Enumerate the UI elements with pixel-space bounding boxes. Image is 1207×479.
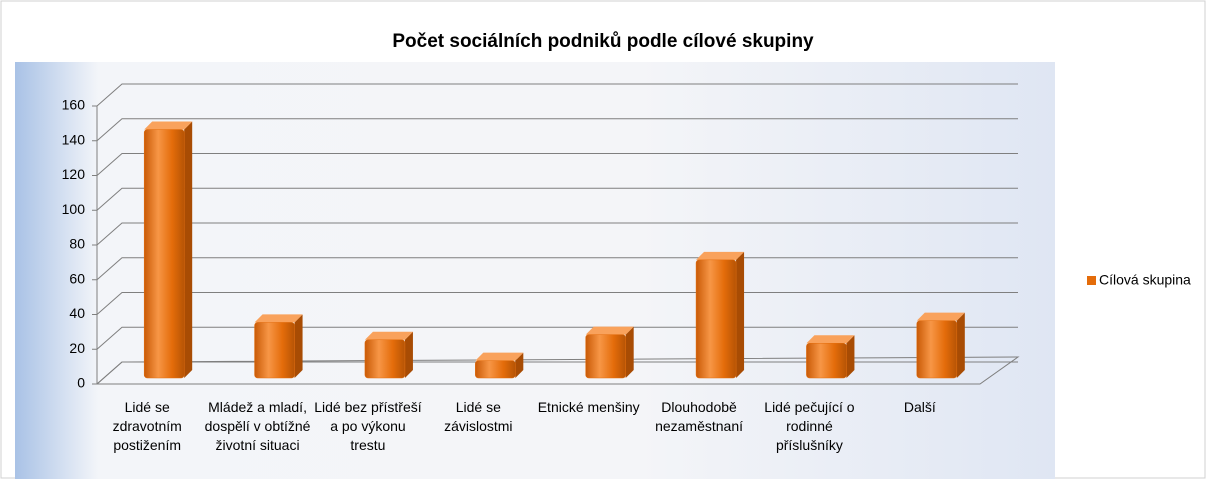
x-tick-label: Lidé se závislostmi <box>444 399 513 434</box>
bar-side <box>184 121 193 378</box>
x-tick-label: Lidé pečující o rodinné příslušníky <box>764 399 855 453</box>
x-tick-label: Etnické menšiny <box>537 399 640 415</box>
bar-top <box>806 335 855 344</box>
bar-top <box>696 251 745 260</box>
bar-front <box>475 360 516 379</box>
y-tick-label: 140 <box>62 131 86 147</box>
bar <box>475 352 524 379</box>
grid-line <box>96 222 1018 246</box>
bar-side <box>625 326 634 378</box>
x-tick-label: Lidé se zdravotním postižením <box>112 399 182 453</box>
bar-side <box>956 312 965 378</box>
bar-front <box>254 322 295 379</box>
bar-side <box>736 251 745 378</box>
x-tick-label: Další <box>903 399 936 415</box>
bar <box>254 314 303 379</box>
bar-top <box>254 314 303 323</box>
bar-top <box>475 352 524 361</box>
y-tick-label: 80 <box>69 236 85 252</box>
bar-front <box>916 320 958 379</box>
bar-front <box>695 259 737 379</box>
bar-front <box>143 129 185 379</box>
y-tick-label: 60 <box>69 270 85 286</box>
bar-side <box>846 335 855 378</box>
bar-front <box>585 334 626 379</box>
bar-top <box>585 326 634 335</box>
bar <box>916 312 965 379</box>
x-tick-label: Dlouhodobě nezaměstnaní <box>655 399 744 434</box>
bar-front <box>364 339 406 379</box>
chart-title: Počet sociálních podniků podle cílové sk… <box>392 31 814 52</box>
grid-line <box>96 153 1018 176</box>
y-tick-label: 0 <box>77 375 85 391</box>
grid-line <box>96 118 1018 142</box>
legend-swatch <box>1087 276 1096 285</box>
x-tick-label: Lidé bez přístřeší a po výkonu trestu <box>314 399 422 453</box>
bar-front <box>806 343 847 379</box>
x-tick-label: Mládež a mladí, dospělí v obtížné životn… <box>204 399 311 453</box>
y-tick-label: 100 <box>62 201 86 217</box>
y-tick-label: 40 <box>69 305 85 321</box>
bar-top <box>364 331 413 340</box>
y-tick-label: 120 <box>62 166 86 182</box>
legend-label: Cílová skupina <box>1099 272 1191 288</box>
bar <box>364 331 413 379</box>
y-tick-label: 160 <box>62 97 86 113</box>
y-tick-label: 20 <box>69 340 85 356</box>
grid-line <box>96 187 1018 211</box>
bar-top <box>144 121 193 130</box>
bar <box>695 251 745 379</box>
bar <box>806 335 855 379</box>
bar-side <box>294 314 303 378</box>
bar <box>143 121 193 379</box>
bar-top <box>916 312 965 321</box>
bar-side <box>515 352 524 378</box>
grid-line <box>96 83 1018 107</box>
bar <box>585 326 634 379</box>
bar-side <box>404 331 413 378</box>
